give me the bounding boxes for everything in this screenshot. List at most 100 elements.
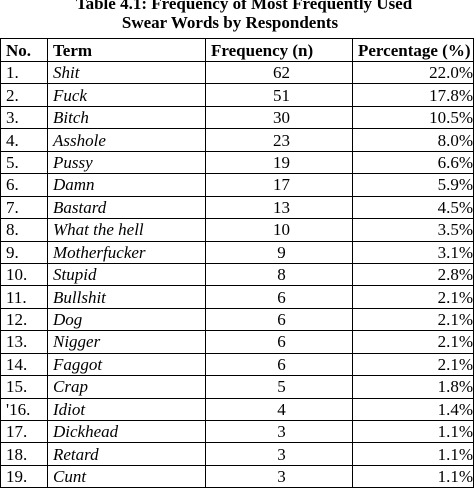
table-row: 2. Fuck 51 17.8% bbox=[0, 83, 474, 107]
row-term-cell: Bastard bbox=[47, 195, 206, 220]
row-number-cell: 8. bbox=[0, 218, 48, 242]
row-term-cell: Retard bbox=[47, 442, 206, 466]
row-percentage-cell: 1.8% bbox=[352, 375, 474, 399]
row-percentage-cell: 2.1% bbox=[352, 352, 474, 377]
row-term-cell: Asshole bbox=[47, 128, 206, 152]
row-term-cell: Motherfucker bbox=[47, 240, 206, 264]
row-number-cell: 18. bbox=[0, 442, 48, 466]
row-percentage-cell: 10.5% bbox=[352, 105, 474, 130]
row-frequency-cell: 13 bbox=[205, 195, 353, 220]
table-row: 4. Asshole 23 8.0% bbox=[0, 128, 474, 152]
row-number-cell: 1. bbox=[0, 60, 48, 85]
row-frequency-cell: 17 bbox=[205, 173, 353, 197]
row-frequency-cell: 3 bbox=[205, 419, 353, 444]
table-row: 12. Dog 6 2.1% bbox=[0, 307, 474, 332]
row-term-cell: Damn bbox=[47, 173, 206, 197]
row-term-cell: Cunt bbox=[47, 464, 206, 488]
row-percentage-cell: 22.0% bbox=[352, 60, 474, 85]
row-percentage-cell: 3.1% bbox=[352, 240, 474, 264]
table-row: '16. Idiot 4 1.4% bbox=[0, 397, 474, 422]
row-number-cell: 9. bbox=[0, 240, 48, 264]
header-frequency: Frequency (n) bbox=[205, 38, 353, 62]
row-term-cell: What the hell bbox=[47, 218, 206, 242]
table-caption-line-1: Table 4.1: Frequency of Most Frequently … bbox=[75, 0, 413, 13]
row-term-cell: Dickhead bbox=[47, 419, 206, 444]
row-number-cell: 12. bbox=[0, 307, 48, 332]
table-row: 6. Damn 17 5.9% bbox=[0, 173, 474, 197]
row-number-cell: 13. bbox=[0, 330, 48, 354]
row-frequency-cell: 62 bbox=[205, 60, 353, 85]
table-row: 19. Cunt 3 1.1% bbox=[0, 464, 474, 488]
row-percentage-cell: 17.8% bbox=[352, 83, 474, 107]
row-percentage-cell: 2.1% bbox=[352, 330, 474, 354]
table-row: 10. Stupid 8 2.8% bbox=[0, 262, 474, 287]
row-number-cell: 4. bbox=[0, 128, 48, 152]
row-term-cell: Fuck bbox=[47, 83, 206, 107]
row-percentage-cell: 1.1% bbox=[352, 419, 474, 444]
row-percentage-cell: 1.1% bbox=[352, 464, 474, 488]
table-row: 9. Motherfucker 9 3.1% bbox=[0, 240, 474, 264]
row-number-cell: 5. bbox=[0, 150, 48, 175]
table-row: 13. Nigger 6 2.1% bbox=[0, 330, 474, 354]
row-frequency-cell: 4 bbox=[205, 397, 353, 422]
row-frequency-cell: 19 bbox=[205, 150, 353, 175]
row-percentage-cell: 6.6% bbox=[352, 150, 474, 175]
row-term-cell: Nigger bbox=[47, 330, 206, 354]
header-percentage: Percentage (%) bbox=[352, 38, 474, 62]
table-caption-line-2: Swear Words by Respondents bbox=[121, 13, 339, 32]
row-term-cell: Bullshit bbox=[47, 285, 206, 309]
row-frequency-cell: 3 bbox=[205, 464, 353, 488]
table-row: 11. Bullshit 6 2.1% bbox=[0, 285, 474, 309]
table-header-row: No. Term Frequency (n) Percentage (%) bbox=[0, 38, 474, 62]
row-number-cell: 3. bbox=[0, 105, 48, 130]
table-body: 1. Shit 62 22.0% 2. Fuck 51 17.8% 3. Bitch 30 10.5%… bbox=[0, 60, 474, 488]
row-frequency-cell: 51 bbox=[205, 83, 353, 107]
row-percentage-cell: 3.5% bbox=[352, 218, 474, 242]
row-percentage-cell: 2.1% bbox=[352, 307, 474, 332]
swear-word-frequency-table: No. Term Frequency (n) Percentage (%) 1.… bbox=[0, 38, 474, 488]
table-row: 18. Retard 3 1.1% bbox=[0, 442, 474, 466]
row-term-cell: Stupid bbox=[47, 262, 206, 287]
row-frequency-cell: 3 bbox=[205, 442, 353, 466]
row-frequency-cell: 10 bbox=[205, 218, 353, 242]
table-row: 7. Bastard 13 4.5% bbox=[0, 195, 474, 220]
row-number-cell: 7. bbox=[0, 195, 48, 220]
row-number-cell: 2. bbox=[0, 83, 48, 107]
row-number-cell: 10. bbox=[0, 262, 48, 287]
row-frequency-cell: 9 bbox=[205, 240, 353, 264]
table-row: 15. Crap 5 1.8% bbox=[0, 375, 474, 399]
row-frequency-cell: 30 bbox=[205, 105, 353, 130]
row-term-cell: Pussy bbox=[47, 150, 206, 175]
row-percentage-cell: 5.9% bbox=[352, 173, 474, 197]
row-frequency-cell: 23 bbox=[205, 128, 353, 152]
row-number-cell: 19. bbox=[0, 464, 48, 488]
row-term-cell: Idiot bbox=[47, 397, 206, 422]
table-row: 1. Shit 62 22.0% bbox=[0, 60, 474, 85]
row-term-cell: Bitch bbox=[47, 105, 206, 130]
row-number-cell: '16. bbox=[0, 397, 48, 422]
header-number: No. bbox=[0, 38, 48, 62]
row-number-cell: 11. bbox=[0, 285, 48, 309]
row-frequency-cell: 6 bbox=[205, 352, 353, 377]
row-number-cell: 14. bbox=[0, 352, 48, 377]
row-percentage-cell: 1.4% bbox=[352, 397, 474, 422]
row-percentage-cell: 1.1% bbox=[352, 442, 474, 466]
row-number-cell: 17. bbox=[0, 419, 48, 444]
row-number-cell: 6. bbox=[0, 173, 48, 197]
row-frequency-cell: 6 bbox=[205, 330, 353, 354]
row-frequency-cell: 6 bbox=[205, 285, 353, 309]
row-frequency-cell: 8 bbox=[205, 262, 353, 287]
row-number-cell: 15. bbox=[0, 375, 48, 399]
row-percentage-cell: 4.5% bbox=[352, 195, 474, 220]
row-percentage-cell: 8.0% bbox=[352, 128, 474, 152]
row-term-cell: Shit bbox=[47, 60, 206, 85]
row-frequency-cell: 5 bbox=[205, 375, 353, 399]
table-row: 14. Faggot 6 2.1% bbox=[0, 352, 474, 377]
row-term-cell: Faggot bbox=[47, 352, 206, 377]
row-frequency-cell: 6 bbox=[205, 307, 353, 332]
header-term: Term bbox=[47, 38, 206, 62]
row-percentage-cell: 2.8% bbox=[352, 262, 474, 287]
row-term-cell: Crap bbox=[47, 375, 206, 399]
table-row: 17. Dickhead 3 1.1% bbox=[0, 419, 474, 444]
